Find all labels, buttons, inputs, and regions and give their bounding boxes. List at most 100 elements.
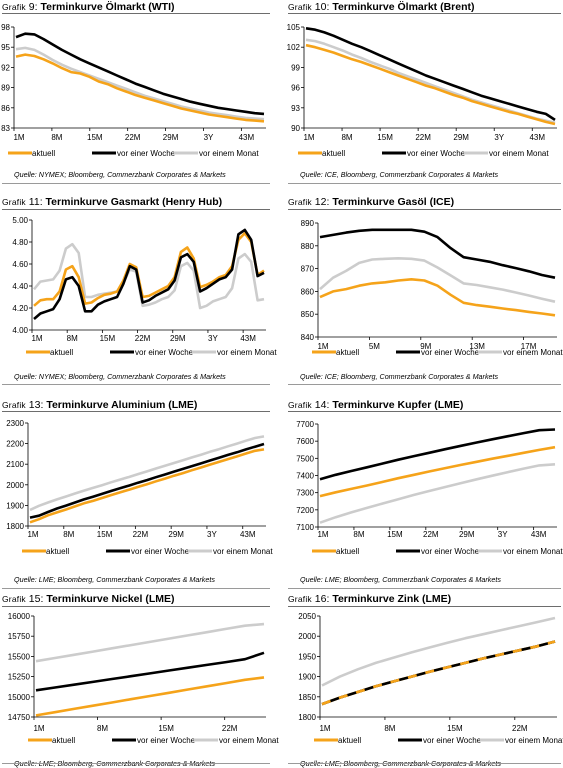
grafik-number-value: 10: [314, 1, 327, 13]
y-tick-label: 89: [1, 84, 10, 93]
grafik-number-value: 15: [28, 593, 41, 605]
series-line-vor-einer-woche: [319, 428, 556, 481]
legend-label: aktuell: [46, 547, 69, 556]
y-tick-label: 2000: [6, 481, 24, 490]
series-line-aktuell: [305, 43, 556, 126]
grafik-prefix: Grafik: [2, 197, 26, 207]
series-line-vor-einer-woche: [35, 651, 265, 692]
grafik-prefix: Grafik: [288, 2, 312, 12]
series-line-aktuell: [35, 676, 265, 717]
y-tick-label: 2300: [6, 419, 24, 428]
x-tick-label: 1M: [317, 530, 328, 539]
y-tick-label: 2200: [6, 440, 24, 449]
legend-label: aktuell: [32, 149, 55, 158]
chart-title: Terminkurve Aluminium (LME): [46, 399, 198, 411]
x-tick-label: 5M: [369, 342, 380, 351]
legend-label: vor einem Monat: [505, 736, 563, 745]
x-tick-label: 15M: [158, 724, 174, 733]
chart-title: Terminkurve Gasmarkt (Henry Hub): [45, 196, 223, 208]
series-line-vor-einem-monat: [319, 256, 556, 303]
x-tick-label: 8M: [341, 133, 352, 142]
y-tick-label: 7600: [296, 437, 314, 446]
chart-10: 90 93 96 99 102 105 1M 8M 15M 22M 29M 3Y 43M aktuell v…: [287, 23, 557, 158]
footer-rule: [288, 183, 561, 184]
grafik-number-value: 14: [314, 399, 327, 411]
header-rule: [2, 13, 270, 14]
x-tick-label: 8M: [384, 724, 395, 733]
series-line-aktuell-overlay: [321, 640, 556, 706]
header-rule: [288, 411, 561, 412]
chart-9: 83 86 89 92 95 98 1M 8M 15M 22M 29M 3Y 43M aktuell vor…: [1, 23, 266, 158]
y-tick-label: 4.00: [12, 326, 28, 335]
legend-label: aktuell: [338, 736, 361, 745]
y-tick-label: 15500: [8, 652, 31, 661]
y-tick-label: 98: [1, 23, 10, 32]
grafik-number-value: 12: [314, 196, 327, 208]
series-line-aktuell: [33, 231, 265, 307]
y-tick-label: 1800: [298, 713, 316, 722]
x-tick-label: 22M: [222, 724, 238, 733]
y-tick-label: 5.00: [12, 216, 28, 225]
y-tick-label: 7200: [296, 506, 314, 515]
series-line-aktuell: [29, 448, 265, 524]
chart-16: 1800 1850 1900 1950 2000 2050 1M 8M 15M 22M aktuel…: [298, 612, 563, 745]
y-tick-label: 93: [291, 104, 300, 113]
grafik-number-value: 11: [28, 196, 40, 208]
y-tick-label: 102: [287, 43, 301, 52]
x-tick-label: 29M: [459, 530, 475, 539]
x-tick-label: 1M: [13, 133, 24, 142]
y-tick-label: 2050: [298, 612, 316, 621]
legend-label: aktuell: [50, 348, 73, 357]
legend-label: vor einer Woche: [117, 149, 176, 158]
grafik-number-value: 13: [28, 399, 41, 411]
chart-13: 1800 1900 2000 2100 2200 2300 1M 8M 15M 22M 29M 3Y 4…: [6, 419, 273, 556]
chart-title: Terminkurve Ölmarkt (Brent): [332, 1, 475, 13]
y-tick-label: 105: [287, 23, 301, 32]
y-tick-label: 4.20: [12, 304, 28, 313]
y-tick-label: 96: [291, 84, 300, 93]
x-tick-label: 3Y: [498, 530, 508, 539]
header-rule: [288, 606, 561, 607]
panel-title: Grafik 13: Terminkurve Aluminium (LME): [2, 398, 197, 412]
footer-rule: [288, 588, 561, 589]
y-tick-label: 850: [301, 310, 315, 319]
y-tick-label: 7300: [296, 489, 314, 498]
y-tick-label: 4.40: [12, 282, 28, 291]
x-tick-label: 15M: [377, 133, 393, 142]
grafik-prefix: Grafik: [288, 197, 312, 207]
x-tick-label: 43M: [531, 530, 547, 539]
x-tick-label: 22M: [423, 530, 439, 539]
panel-title: Grafik 10: Terminkurve Ölmarkt (Brent): [288, 0, 475, 14]
series-line-vor-einer-woche: [319, 228, 556, 279]
x-tick-label: 22M: [415, 133, 431, 142]
x-tick-label: 43M: [240, 530, 256, 539]
y-tick-label: 1900: [6, 501, 24, 510]
grafik-colon: :: [40, 399, 47, 411]
chart-title: Terminkurve Kupfer (LME): [332, 399, 464, 411]
series-line-vor-einem-monat: [35, 622, 265, 663]
series-line-vor-einer-woche: [29, 442, 265, 519]
x-tick-label: 15M: [87, 133, 103, 142]
footer-rule: [2, 763, 270, 764]
chart-15: 14750 15000 15250 15500 15750 16000 1M 8M 15M 22M…: [8, 612, 280, 745]
x-tick-label: 1M: [27, 530, 38, 539]
series-line-vor-einem-monat: [305, 38, 556, 124]
x-tick-label: 29M: [163, 133, 179, 142]
x-tick-label: 43M: [529, 133, 545, 142]
y-tick-label: 870: [301, 265, 315, 274]
y-tick-label: 86: [1, 104, 10, 113]
y-tick-label: 1950: [298, 652, 316, 661]
x-tick-label: 8M: [63, 530, 74, 539]
y-tick-label: 15250: [8, 673, 31, 682]
legend-label: aktuell: [322, 149, 345, 158]
x-tick-label: 15M: [447, 724, 463, 733]
header-rule: [2, 606, 270, 607]
header-rule: [2, 209, 270, 210]
source-note: Quelle: ICE; Bloomberg, Commerzbank Corp…: [300, 372, 499, 381]
grafik-prefix: Grafik: [2, 594, 26, 604]
panel-title: Grafik 15: Terminkurve Nickel (LME): [2, 592, 175, 606]
x-tick-label: 3Y: [204, 133, 214, 142]
x-tick-label: 29M: [168, 530, 184, 539]
x-tick-label: 8M: [97, 724, 108, 733]
